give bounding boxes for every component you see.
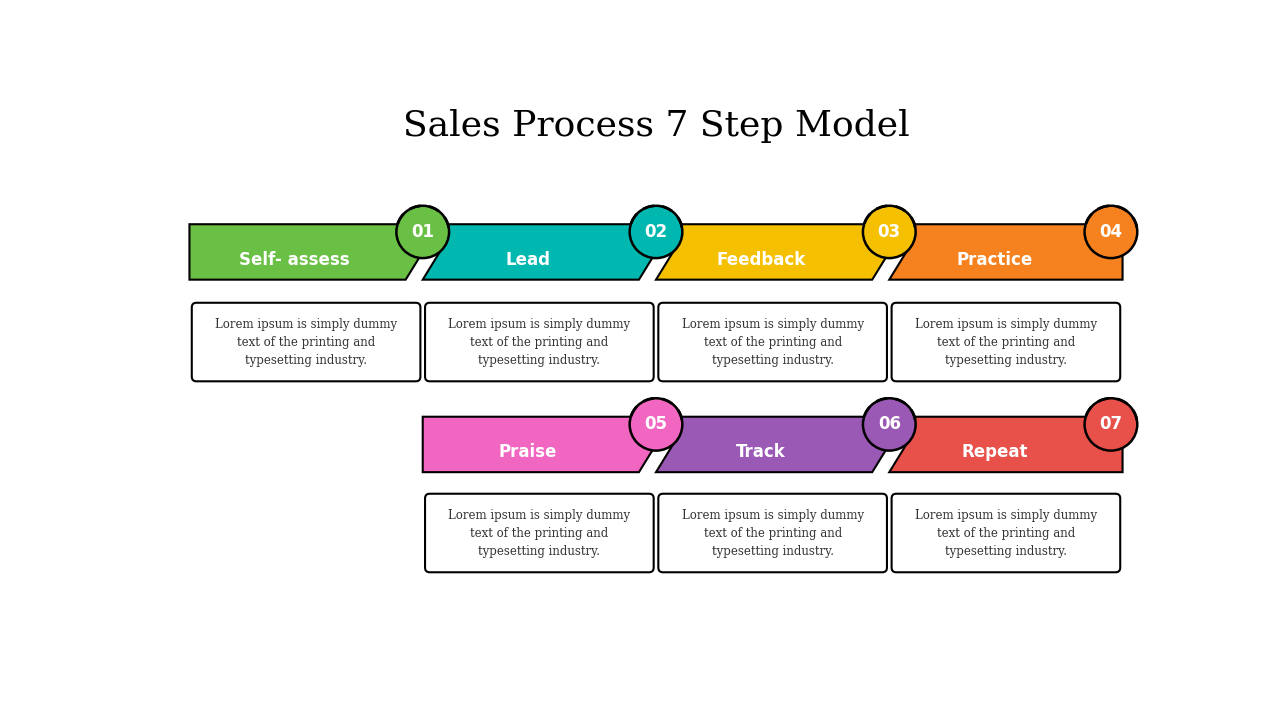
FancyBboxPatch shape bbox=[425, 494, 654, 572]
Text: Praise: Praise bbox=[498, 443, 557, 461]
FancyBboxPatch shape bbox=[892, 303, 1120, 382]
Text: Practice: Practice bbox=[956, 251, 1033, 269]
Polygon shape bbox=[422, 224, 657, 279]
Text: 03: 03 bbox=[878, 223, 901, 241]
Circle shape bbox=[863, 206, 915, 258]
FancyBboxPatch shape bbox=[658, 303, 887, 382]
Polygon shape bbox=[890, 417, 1123, 472]
Text: Lorem ipsum is simply dummy
text of the printing and
typesetting industry.: Lorem ipsum is simply dummy text of the … bbox=[915, 508, 1097, 557]
FancyBboxPatch shape bbox=[425, 303, 654, 382]
Text: 02: 02 bbox=[644, 223, 668, 241]
Text: Lorem ipsum is simply dummy
text of the printing and
typesetting industry.: Lorem ipsum is simply dummy text of the … bbox=[681, 508, 864, 557]
Circle shape bbox=[630, 398, 682, 451]
Text: 04: 04 bbox=[1100, 223, 1123, 241]
FancyBboxPatch shape bbox=[892, 494, 1120, 572]
Text: Sales Process 7 Step Model: Sales Process 7 Step Model bbox=[403, 109, 909, 143]
Text: Lorem ipsum is simply dummy
text of the printing and
typesetting industry.: Lorem ipsum is simply dummy text of the … bbox=[681, 318, 864, 366]
Text: 07: 07 bbox=[1100, 415, 1123, 433]
Text: Track: Track bbox=[736, 443, 786, 461]
Text: Self- assess: Self- assess bbox=[239, 251, 349, 269]
Text: 05: 05 bbox=[645, 415, 667, 433]
Text: 06: 06 bbox=[878, 415, 901, 433]
Polygon shape bbox=[657, 224, 890, 279]
Polygon shape bbox=[189, 224, 422, 279]
Text: Feedback: Feedback bbox=[717, 251, 805, 269]
Polygon shape bbox=[657, 417, 890, 472]
Polygon shape bbox=[422, 417, 657, 472]
Circle shape bbox=[1084, 398, 1137, 451]
Text: 01: 01 bbox=[411, 223, 434, 241]
Circle shape bbox=[863, 398, 915, 451]
Text: Lorem ipsum is simply dummy
text of the printing and
typesetting industry.: Lorem ipsum is simply dummy text of the … bbox=[448, 508, 631, 557]
FancyBboxPatch shape bbox=[192, 303, 420, 382]
Text: Repeat: Repeat bbox=[961, 443, 1028, 461]
Polygon shape bbox=[890, 224, 1123, 279]
Text: Lorem ipsum is simply dummy
text of the printing and
typesetting industry.: Lorem ipsum is simply dummy text of the … bbox=[448, 318, 631, 366]
Text: Lorem ipsum is simply dummy
text of the printing and
typesetting industry.: Lorem ipsum is simply dummy text of the … bbox=[215, 318, 397, 366]
Circle shape bbox=[1084, 206, 1137, 258]
Circle shape bbox=[630, 206, 682, 258]
Text: Lorem ipsum is simply dummy
text of the printing and
typesetting industry.: Lorem ipsum is simply dummy text of the … bbox=[915, 318, 1097, 366]
Text: Lead: Lead bbox=[506, 251, 550, 269]
FancyBboxPatch shape bbox=[658, 494, 887, 572]
Circle shape bbox=[397, 206, 449, 258]
